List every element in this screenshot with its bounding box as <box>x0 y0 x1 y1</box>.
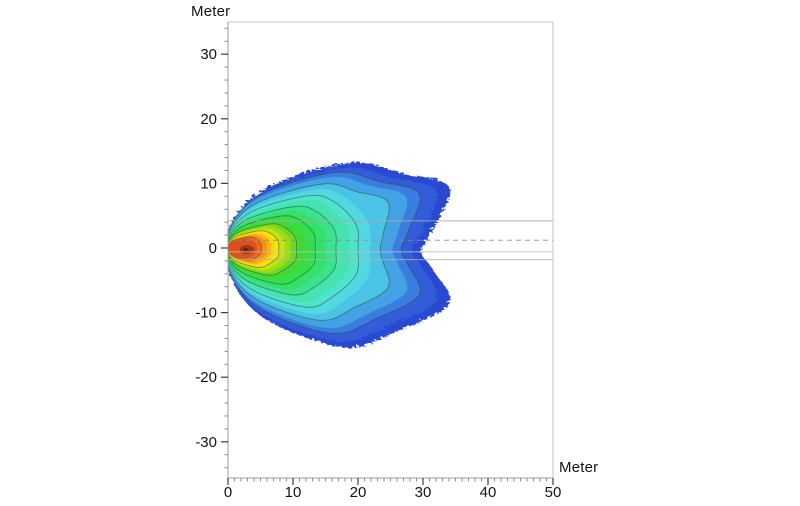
axis-ticks <box>221 27 554 485</box>
x-tick-label: 0 <box>224 484 232 501</box>
y-tick-label: 20 <box>200 111 217 128</box>
x-tick-label: 30 <box>415 484 432 501</box>
contour-bands <box>228 160 449 347</box>
x-axis-title: Meter <box>559 459 599 476</box>
y-tick-label: 30 <box>200 46 217 63</box>
y-tick-label: -30 <box>195 434 217 451</box>
y-tick-label: -10 <box>195 305 217 322</box>
x-tick-label: 20 <box>350 484 367 501</box>
y-tick-label: 0 <box>209 240 217 257</box>
x-tick-label: 40 <box>480 484 497 501</box>
y-axis-title: Meter <box>191 3 231 20</box>
x-tick-label: 10 <box>285 484 302 501</box>
x-tick-label: 50 <box>545 484 562 501</box>
y-tick-label: 10 <box>200 175 217 192</box>
tick-labels: 0 10 20 30 40 50 -30 -20 -10 0 10 20 30 <box>195 46 561 501</box>
hotspot-peak <box>243 248 248 251</box>
y-tick-label: -20 <box>195 369 217 386</box>
